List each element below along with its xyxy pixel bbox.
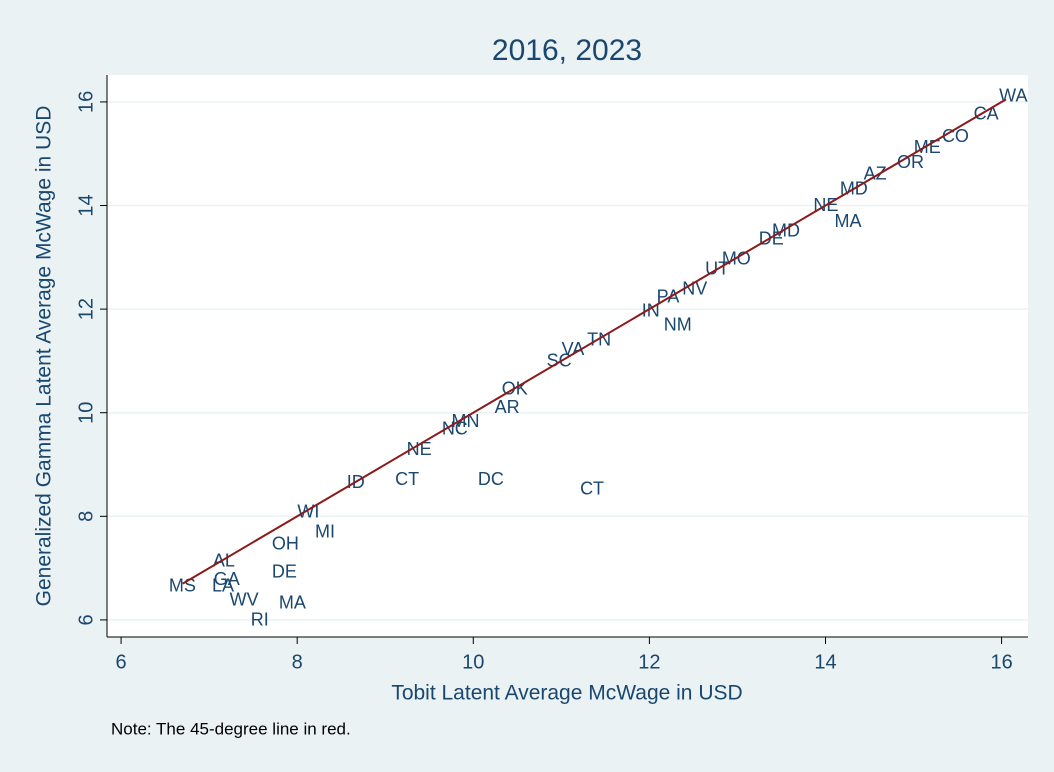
point-label: CT: [580, 479, 604, 499]
x-tick-label: 8: [292, 651, 303, 673]
y-tick-label: 6: [75, 614, 97, 625]
point-label: RI: [251, 610, 269, 630]
plot-area: [107, 75, 1028, 637]
point-label: WA: [999, 86, 1027, 106]
x-tick-label: 6: [116, 651, 127, 673]
point-label: CA: [974, 104, 999, 124]
y-tick-label: 16: [75, 91, 97, 113]
point-label: NE: [407, 439, 432, 459]
point-label: MA: [279, 593, 306, 613]
point-label: NM: [664, 314, 692, 334]
x-tick-label: 14: [814, 651, 836, 673]
y-tick-label: 8: [75, 511, 97, 522]
x-axis-title: Tobit Latent Average McWage in USD: [391, 682, 742, 705]
point-label: CT: [395, 469, 419, 489]
y-tick-label: 12: [75, 298, 97, 320]
point-label: NV: [682, 279, 707, 299]
point-label: AL: [213, 551, 235, 571]
point-label: NC: [442, 419, 468, 439]
y-axis-title: Generalized Gamma Latent Average McWage …: [33, 106, 56, 607]
y-tick-label: 10: [75, 402, 97, 424]
point-label: DC: [478, 469, 504, 489]
point-label: CO: [942, 126, 969, 146]
note: Note: The 45-degree line in red.: [111, 719, 351, 738]
point-label: MN: [452, 411, 480, 431]
point-label: MI: [315, 522, 335, 542]
point-label: WV: [230, 589, 259, 609]
point-label: DE: [272, 562, 297, 582]
y-tick-label: 14: [75, 194, 97, 216]
point-label: OH: [272, 534, 299, 554]
chart-title: 2016, 2023: [492, 34, 642, 67]
point-label: IN: [642, 300, 660, 320]
point-label: VA: [562, 339, 585, 359]
point-label: GA: [214, 569, 240, 589]
point-label: LA: [212, 576, 234, 596]
x-tick-label: 12: [638, 651, 660, 673]
point-label: OR: [897, 152, 924, 172]
point-label: MA: [835, 211, 862, 231]
x-tick-label: 16: [990, 651, 1012, 673]
x-tick-label: 10: [462, 651, 484, 673]
reference-line: [182, 98, 1007, 585]
point-label: AR: [495, 397, 520, 417]
